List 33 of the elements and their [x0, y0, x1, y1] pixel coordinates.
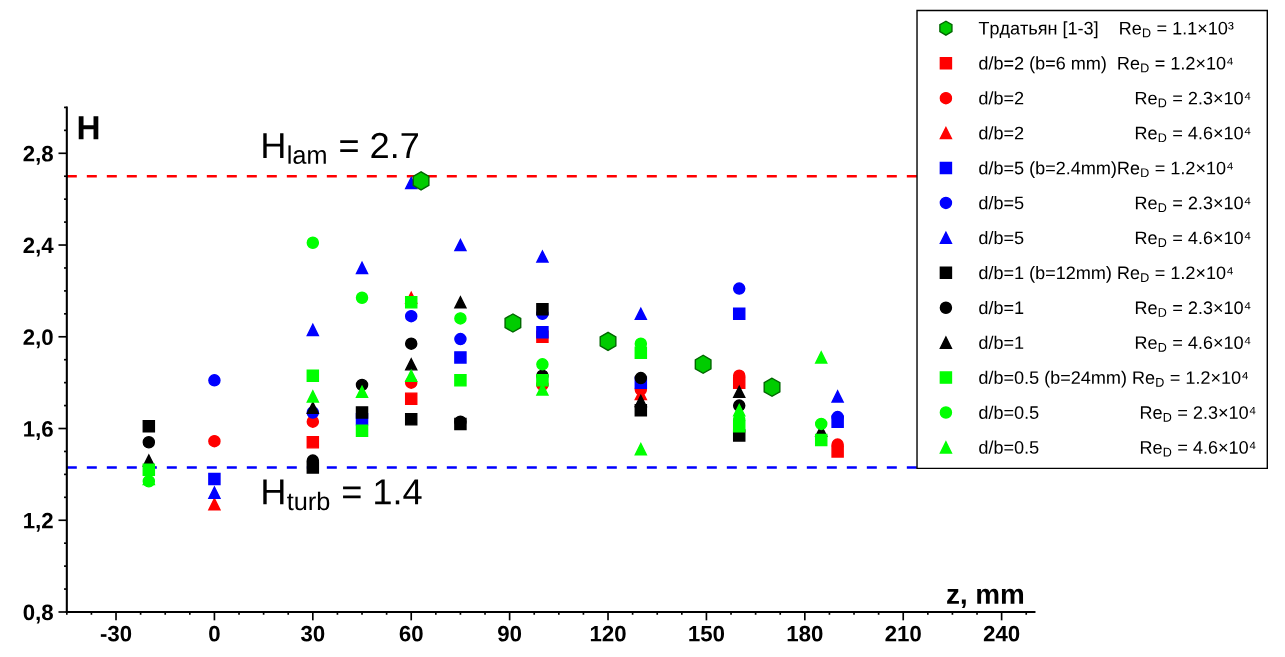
ref-line-label: H$_{turb}$ = 1.4 [263, 479, 422, 511]
legend-label: d/b=1 Re$_{D}$ = 4.6×10⁴ [979, 335, 1251, 352]
x-tick-label: 90 [498, 625, 522, 642]
legend-label: d/b=5 Re$_{D}$ = 2.3×10⁴ [979, 196, 1251, 213]
legend-label: d/b=0.5 Re$_{D}$ = 4.6×10⁴ [979, 440, 1256, 457]
y-tick-label: 1,6 [24, 421, 53, 441]
x-tick-label: -30 [100, 625, 132, 642]
x-tick-label: 210 [885, 625, 921, 642]
legend-label: d/b=1 (b=12mm) Re$_{D}$ = 1.2×10⁴ [979, 265, 1233, 283]
legend-label: d/b=2 (b=6 mm) Re$_{D}$ = 1.2×10⁴ [979, 56, 1233, 74]
x-tick-label: 120 [590, 625, 626, 642]
legend-label: d/b=0.5 Re$_{D}$ = 2.3×10⁴ [979, 405, 1256, 422]
y-tick-label: 2,0 [23, 329, 53, 349]
legend-label: d/b=5 (b=2.4mm)Re$_{D}$ = 1.2×10⁴ [979, 161, 1233, 178]
legend-label: d/b=2 Re$_{D}$ = 4.6×10⁴ [979, 126, 1251, 143]
y-axis-title: H [78, 116, 99, 140]
x-tick-label: 150 [689, 625, 725, 642]
ref-line-label: H$_{lam}$ = 2.7 [263, 132, 418, 164]
y-tick-label: 1,2 [24, 512, 53, 532]
x-tick-label: 30 [300, 625, 325, 642]
y-tick-label: 2,8 [23, 145, 53, 165]
x-tick-label: 180 [787, 625, 823, 642]
legend-label: d/b=1 Re$_{D}$ = 2.3×10⁴ [979, 300, 1251, 317]
y-tick-label: 0,8 [23, 604, 53, 624]
x-axis-title: z, mm [947, 588, 1024, 609]
x-tick-label: 0 [209, 625, 220, 642]
y-tick-label: 2,4 [23, 237, 54, 257]
x-tick-label: 240 [983, 625, 1020, 642]
x-tick-label: 60 [399, 625, 423, 642]
legend-label: d/b=0.5 (b=24mm) Re$_{D}$ = 1.2×10⁴ [979, 370, 1248, 388]
legend-label: d/b=5 Re$_{D}$ = 4.6×10⁴ [979, 230, 1251, 247]
legend-label: d/b=2 Re$_{D}$ = 2.3×10⁴ [979, 91, 1251, 108]
legend-label: Трдатьян [1-3] Re$_{D}$ = 1.1×10³ [978, 21, 1234, 39]
